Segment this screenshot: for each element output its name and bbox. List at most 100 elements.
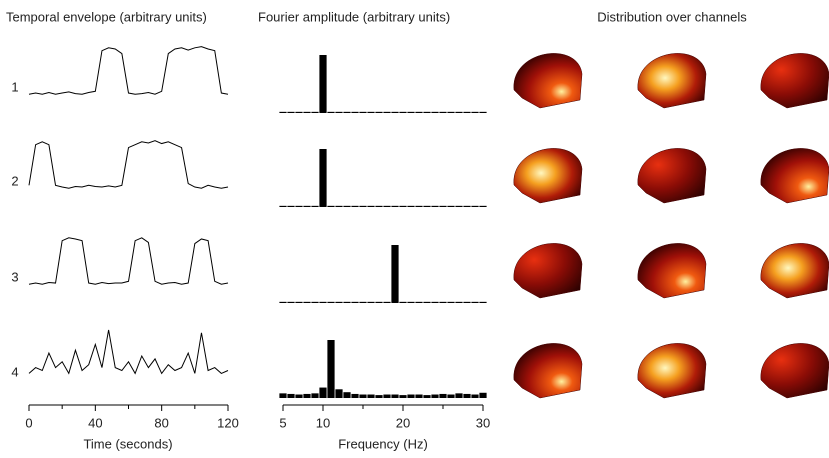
bar <box>423 111 431 113</box>
bar <box>415 301 423 303</box>
bar <box>471 111 479 113</box>
bar <box>415 205 423 207</box>
row-label: 3 <box>11 269 18 284</box>
head-map <box>637 343 707 399</box>
bar <box>335 389 343 398</box>
bar <box>399 395 407 398</box>
bar <box>391 394 399 398</box>
x-tick-label: 40 <box>88 415 102 430</box>
bar <box>295 301 303 303</box>
bar <box>463 205 471 207</box>
bar <box>471 301 479 303</box>
bar <box>279 111 287 113</box>
bar <box>287 205 295 207</box>
bar <box>439 205 447 207</box>
panel-title: Distribution over channels <box>597 9 747 24</box>
bar <box>399 205 407 207</box>
x-tick-label: 5 <box>279 415 286 430</box>
row-label: 2 <box>11 173 18 188</box>
bar <box>327 301 335 303</box>
head-map <box>760 243 829 299</box>
bar <box>423 301 431 303</box>
bar <box>471 205 479 207</box>
bar <box>335 111 343 113</box>
bar <box>375 301 383 303</box>
x-tick-label: 0 <box>25 415 32 430</box>
envelope-line <box>28 329 229 375</box>
bar <box>287 301 295 303</box>
bar <box>351 111 359 113</box>
bar <box>287 111 295 113</box>
bar <box>319 55 327 113</box>
bar <box>463 393 471 398</box>
bar <box>375 205 383 207</box>
bar <box>447 205 455 207</box>
bar <box>415 394 423 398</box>
bar <box>311 393 319 398</box>
bar <box>295 205 303 207</box>
bar <box>343 111 351 113</box>
bar <box>463 301 471 303</box>
bar <box>391 205 399 207</box>
x-tick-label: 10 <box>316 415 330 430</box>
bar <box>311 301 319 303</box>
bar <box>439 111 447 113</box>
bar <box>295 394 303 398</box>
bar <box>479 111 487 113</box>
bar <box>367 205 375 207</box>
envelope-line <box>28 237 229 285</box>
head-map <box>760 343 829 399</box>
bar <box>359 205 367 207</box>
bar <box>319 149 327 207</box>
bar <box>295 111 303 113</box>
bar <box>383 111 391 113</box>
x-axis-label: Frequency (Hz) <box>338 436 428 451</box>
bar <box>471 394 479 398</box>
bar <box>367 301 375 303</box>
bar <box>455 205 463 207</box>
bar <box>367 394 375 398</box>
bar <box>407 205 415 207</box>
bar <box>447 301 455 303</box>
x-tick-label: 30 <box>476 415 490 430</box>
bar <box>351 301 359 303</box>
bar <box>455 301 463 303</box>
bar <box>343 301 351 303</box>
bar <box>279 393 287 398</box>
bar <box>407 394 415 398</box>
bar <box>447 111 455 113</box>
bar <box>359 394 367 398</box>
bar <box>399 111 407 113</box>
bar <box>303 393 311 398</box>
envelope-line <box>28 140 229 189</box>
bar <box>359 111 367 113</box>
bar <box>311 111 319 113</box>
bar <box>351 393 359 398</box>
bar <box>335 205 343 207</box>
bar <box>343 392 351 398</box>
panel-title: Temporal envelope (arbitrary units) <box>6 9 207 24</box>
x-tick-label: 20 <box>396 415 410 430</box>
bar <box>423 205 431 207</box>
bar <box>455 111 463 113</box>
bar <box>343 205 351 207</box>
bar <box>375 395 383 398</box>
bar <box>327 111 335 113</box>
bar <box>431 301 439 303</box>
bar <box>287 393 295 398</box>
bar <box>479 392 487 398</box>
bar <box>431 205 439 207</box>
bar <box>423 395 431 398</box>
head-map <box>513 53 583 109</box>
bar <box>303 111 311 113</box>
bar <box>439 301 447 303</box>
bar <box>439 393 447 398</box>
envelope-line <box>28 46 229 95</box>
head-map <box>637 148 707 204</box>
bar <box>327 340 335 398</box>
bar <box>279 301 287 303</box>
bar <box>367 111 375 113</box>
head-map <box>513 343 583 399</box>
bar <box>359 301 367 303</box>
